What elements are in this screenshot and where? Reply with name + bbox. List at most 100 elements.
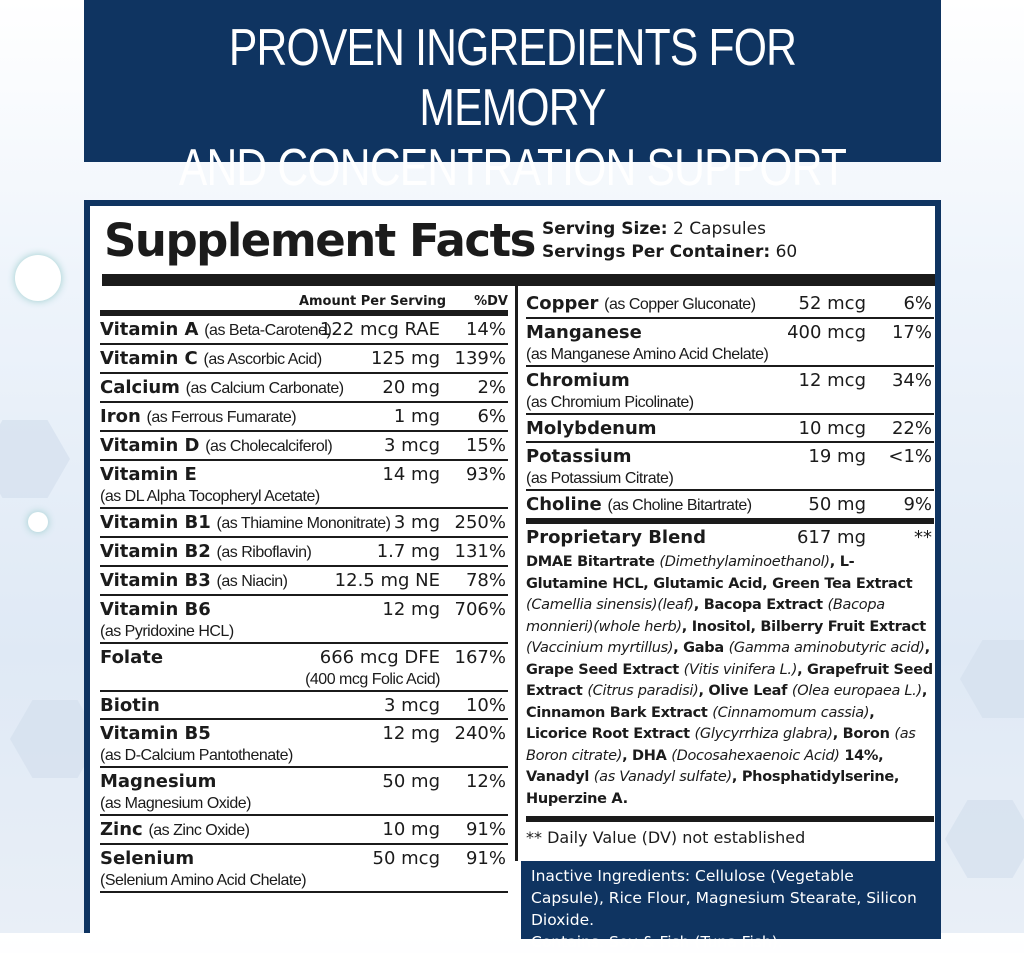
nutrient-name: Iron	[100, 406, 141, 427]
nutrient-form: (as Ferrous Fumarate)	[146, 409, 297, 426]
nutrient-amount: 3 mg	[393, 512, 440, 533]
nutrient-name: Manganese	[526, 322, 642, 343]
divider-bar	[526, 520, 934, 524]
headline-line-1: PROVEN INGREDIENTS FOR MEMORY	[228, 19, 797, 137]
nutrient-row: Vitamin B5 12 mg 240% (as D-Calcium Pantoth…	[100, 720, 508, 768]
nutrient-form: (as Choline Bitartrate)	[607, 497, 753, 514]
blend-ingredient-text: (Citrus paradisi)	[587, 683, 699, 699]
nutrient-name: Chromium	[526, 370, 630, 391]
nutrient-name: Molybdenum	[526, 418, 657, 439]
nutrient-name: Vitamin A	[100, 319, 199, 340]
nutrient-amount: 50 mg	[382, 771, 440, 792]
hexagon-decoration	[960, 640, 1024, 718]
nutrient-name: Vitamin B3	[100, 570, 211, 591]
blend-ingredient-text: , Phosphatidylserine, Huperzine A.	[526, 769, 900, 807]
blend-ingredient-text: , Gaba	[673, 640, 729, 656]
blend-ingredient-text: , Inositol, Bilberry Fruit Extract	[681, 618, 926, 635]
nutrient-amount: 50 mcg	[372, 848, 440, 869]
nutrient-form: (as Ascorbic Acid)	[203, 351, 323, 368]
nutrient-dv: 250%	[454, 512, 506, 533]
nutrient-amount: 50 mg	[808, 494, 866, 515]
hexagon-decoration	[0, 420, 70, 498]
nutrient-amount: 122 mcg RAE	[319, 319, 440, 340]
nutrient-row: Copper (as Copper Gluconate) 52 mcg 6%	[526, 290, 934, 319]
nutrient-dv: 15%	[465, 435, 506, 456]
nutrient-dv: 6%	[903, 293, 932, 314]
nutrient-form: (as Zinc Oxide)	[148, 822, 250, 839]
nutrient-dv: 93%	[465, 464, 506, 485]
inactive-ingredients-box: Inactive Ingredients: Cellulose (Vegetab…	[521, 861, 941, 951]
dv-header: %DV	[474, 294, 508, 309]
blend-dv: **	[914, 527, 932, 548]
nutrient-name: Selenium	[100, 848, 195, 869]
blend-ingredient-text: (Vaccinium myrtillus)	[526, 640, 674, 656]
hexagon-decoration	[945, 800, 1024, 878]
headline-banner: PROVEN INGREDIENTS FOR MEMORY AND CONCEN…	[84, 0, 941, 197]
nutrient-form: (as Thiamine Mononitrate)	[216, 515, 391, 532]
nutrient-form: (as Cholecalciferol)	[205, 438, 333, 455]
serving-size-label: Serving Size:	[542, 219, 668, 239]
nutrient-name: Vitamin B2	[100, 541, 211, 562]
nutrient-row: Potassium 19 mg <1% (as Potassium Citrate)	[526, 443, 934, 491]
nutrient-row: Vitamin D (as Cholecalciferol) 3 mcg 15%	[100, 432, 508, 461]
nutrient-name: Magnesium	[100, 771, 217, 792]
headline-line-2: AND CONCENTRATION SUPPORT	[178, 139, 847, 197]
blend-ingredient-text: (Dimethylaminoethanol)	[659, 554, 830, 570]
nutrient-row: Iron (as Ferrous Fumarate) 1 mg 6%	[100, 403, 508, 432]
divider-bar	[526, 816, 934, 822]
nutrient-row: Chromium 12 mcg 34% (as Chromium Picolinate…	[526, 367, 934, 415]
blend-ingredient-text: , Bacopa Extract	[693, 597, 828, 613]
nutrient-dv: 12%	[465, 771, 506, 792]
nutrient-name: Choline	[526, 494, 602, 515]
nutrient-dv: 240%	[454, 723, 506, 744]
nutrient-form: (as Chromium Picolinate)	[526, 394, 694, 411]
blend-ingredient-text: (Bacopa monnieri)(whole herb)	[526, 597, 885, 635]
molecule-node-decoration	[15, 255, 61, 301]
nutrient-row: Vitamin B1 (as Thiamine Mononitrate) 3 mg…	[100, 509, 508, 538]
column-divider	[515, 286, 518, 861]
nutrient-name: Vitamin E	[100, 464, 197, 485]
nutrient-dv: 131%	[454, 541, 506, 562]
nutrient-form: (as D-Calcium Pantothenate)	[100, 747, 293, 764]
blend-ingredient-text: , DHA	[622, 747, 672, 764]
nutrient-dv: 34%	[891, 370, 932, 391]
blend-ingredient-text: (Olea europaea L.)	[791, 683, 922, 699]
nutrient-row: Folate 666 mcg DFE 167% (400 mcg Folic Acid…	[100, 644, 508, 692]
nutrient-amount: 12.5 mg NE	[334, 570, 440, 591]
nutrient-amount: 3 mcg	[383, 695, 440, 716]
blend-ingredient-text: (Glycyrrhiza glabra)	[694, 726, 833, 742]
blend-ingredients: DMAE Bitartrate (Dimethylaminoethanol), …	[526, 550, 934, 810]
blend-ingredient-text: (Camellia sinensis)(leaf)	[526, 597, 694, 613]
nutrient-dv: 78%	[465, 570, 506, 591]
nutrient-amount: 12 mcg	[798, 370, 866, 391]
nutrient-amount: 1.7 mg	[376, 541, 440, 562]
blend-ingredient-text: , Cinnamon Bark Extract	[526, 683, 928, 721]
nutrient-name: Biotin	[100, 695, 160, 716]
nutrient-amount: 1 mg	[393, 406, 440, 427]
nutrient-dv: 17%	[891, 322, 932, 343]
nutrient-form: (as Magnesium Oxide)	[100, 795, 251, 812]
nutrient-row: Vitamin B6 12 mg 706% (as Pyridoxine HCL)	[100, 596, 508, 644]
blend-ingredient-text: (as Boron citrate)	[526, 726, 916, 764]
nutrient-row: Vitamin C (as Ascorbic Acid) 125 mg 139%	[100, 345, 508, 374]
blend-ingredient-text: (Vitis vinifera L.)	[683, 661, 798, 678]
proprietary-blend-row: Proprietary Blend 617 mg **	[526, 524, 934, 550]
nutrient-dv: 22%	[891, 418, 932, 439]
nutrient-row: Selenium 50 mcg 91% (Selenium Amino Acid Ch…	[100, 845, 508, 893]
right-column: Copper (as Copper Gluconate) 52 mcg 6% Mang…	[526, 290, 934, 847]
nutrient-dv: 6%	[477, 406, 506, 427]
nutrient-name: Vitamin B6	[100, 599, 211, 620]
nutrient-row: Biotin 3 mcg 10%	[100, 692, 508, 720]
blend-ingredient-text: (Cinnamomum cassia)	[712, 704, 870, 721]
blend-amount: 617 mg	[796, 527, 866, 548]
blend-ingredient-text: 14%, Vanadyl	[526, 747, 884, 786]
nutrient-name: Vitamin B5	[100, 723, 211, 744]
supplement-facts-panel: Supplement Facts Serving Size: 2 Capsule…	[84, 200, 941, 951]
nutrient-row: Magnesium 50 mg 12% (as Magnesium Oxide)	[100, 768, 508, 816]
nutrient-amount: 125 mg	[370, 348, 440, 369]
nutrient-amount: 52 mcg	[798, 293, 866, 314]
nutrient-name: Potassium	[526, 446, 632, 467]
blend-ingredient-text: , Boron	[832, 726, 895, 742]
molecule-node-decoration	[28, 512, 48, 532]
nutrient-row: Zinc (as Zinc Oxide) 10 mg 91%	[100, 816, 508, 845]
